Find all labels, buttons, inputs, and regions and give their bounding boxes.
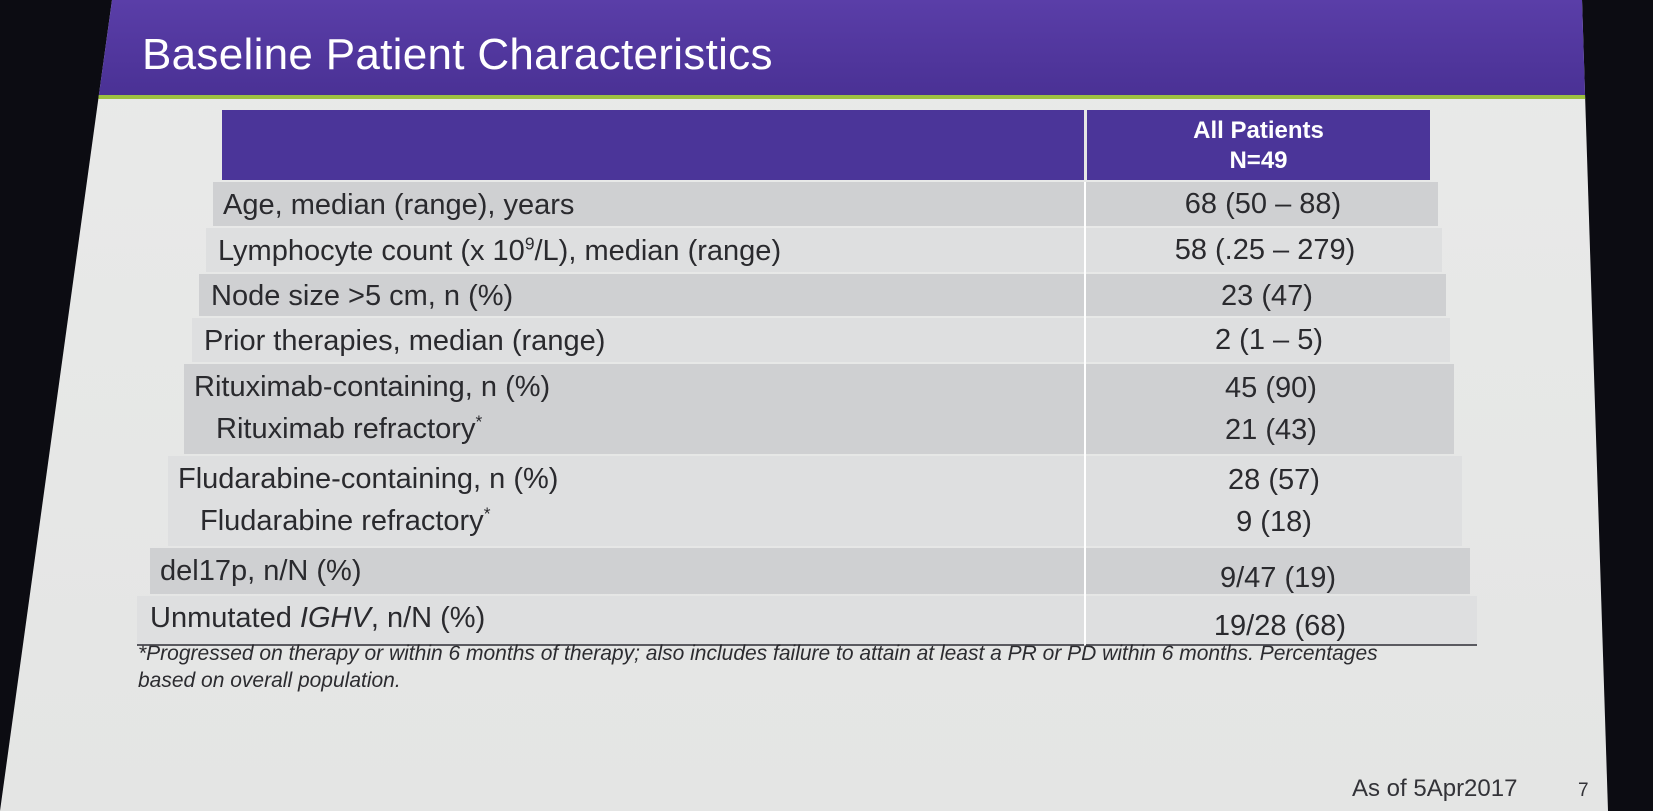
as-of-date: As of 5Apr2017: [1352, 775, 1518, 802]
row-sub-value: 21 (43): [1225, 414, 1317, 446]
slide-title: Baseline Patient Characteristics: [142, 30, 773, 79]
row-sub-value: 9 (18): [1236, 506, 1312, 538]
row-label: Age, median (range), years: [223, 189, 575, 221]
row-label: Rituximab-containing, n (%): [194, 371, 551, 403]
column-divider: [1084, 182, 1086, 648]
header-line-1: All Patients: [1193, 117, 1324, 144]
row-label: Node size >5 cm, n (%): [211, 280, 514, 312]
row-label: Fludarabine-containing, n (%): [178, 463, 559, 495]
title-bar: [0, 0, 1608, 95]
row-value: 45 (90): [1225, 372, 1317, 404]
row-sub-label: Fludarabine refractory*: [200, 503, 491, 537]
table-row-ighv: Unmutated IGHV, n/N (%) 19/28 (68): [137, 596, 1477, 646]
row-value: 9/47 (19): [1219, 562, 1337, 594]
header-line-2: N=49: [1229, 147, 1288, 174]
title-accent-line: [0, 95, 1608, 99]
table-row-fludarabine: Fludarabine-containing, n (%) Fludarabin…: [168, 456, 1462, 546]
row-label: Lymphocyte count (x 109/L), median (rang…: [218, 233, 782, 267]
table-row-node-size: Node size >5 cm, n (%) 23 (47): [199, 274, 1446, 316]
row-value: 19/28 (68): [1213, 610, 1347, 642]
table-row-lymphocyte: Lymphocyte count (x 109/L), median (rang…: [206, 228, 1442, 272]
page-number: 7: [1578, 780, 1589, 801]
footnote: *Progressed on therapy or within 6 month…: [138, 642, 1378, 692]
row-value: 2 (1 – 5): [1215, 324, 1323, 356]
row-value: 28 (57): [1228, 464, 1320, 496]
table-row-rituximab: Rituximab-containing, n (%) Rituximab re…: [184, 364, 1454, 454]
table-row-age: Age, median (range), years 68 (50 – 88): [213, 182, 1438, 226]
row-value: 68 (50 – 88): [1184, 188, 1342, 220]
row-value: 23 (47): [1221, 280, 1313, 312]
table-row-del17p: del17p, n/N (%) 9/47 (19): [150, 548, 1470, 594]
row-label: Unmutated IGHV, n/N (%): [150, 602, 486, 634]
row-label: del17p, n/N (%): [160, 555, 362, 587]
table-row-prior-therapies: Prior therapies, median (range) 2 (1 – 5…: [192, 318, 1450, 362]
row-sub-label: Rituximab refractory*: [216, 411, 483, 445]
header-divider: [1084, 110, 1087, 180]
header-all-patients: All Patients N=49: [1087, 116, 1430, 176]
row-label: Prior therapies, median (range): [204, 325, 606, 357]
table-header: All Patients N=49: [222, 110, 1430, 180]
row-value: 58 (.25 – 279): [1174, 234, 1356, 266]
